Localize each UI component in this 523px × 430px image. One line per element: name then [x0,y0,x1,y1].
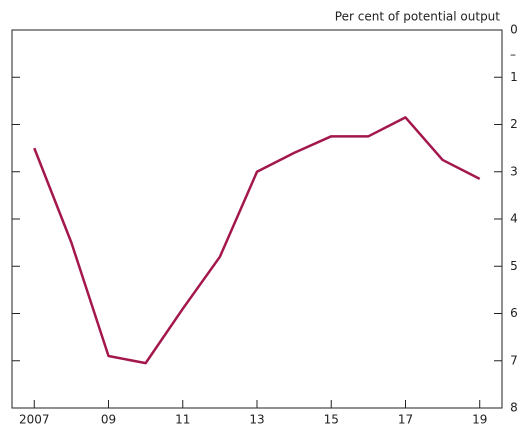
x-tick-label: 13 [249,413,264,427]
x-tick-label: 15 [324,413,339,427]
y-tick-label: 6 [510,306,518,320]
x-tick-label: 2007 [19,413,50,427]
y-tick-label: 8 [510,401,518,415]
x-tick-label: 11 [175,413,190,427]
y-tick-label: 3 [510,164,518,178]
y-tick-label: 7 [510,353,518,367]
y-tick-label: 2 [510,117,518,131]
data-line [33,116,481,365]
plot-frame [11,29,503,409]
x-tick-label: 19 [472,413,487,427]
x-tick-label: 09 [101,413,116,427]
y-tick-label: 5 [510,259,518,273]
x-tick-label: 17 [398,413,413,427]
sign-note: – [510,48,516,62]
y-tick-label: 4 [510,212,518,226]
y-tick-label: 1 [510,70,518,84]
y-tick-label: 0 [510,23,518,37]
y-axis-label: Per cent of potential output [335,10,500,24]
